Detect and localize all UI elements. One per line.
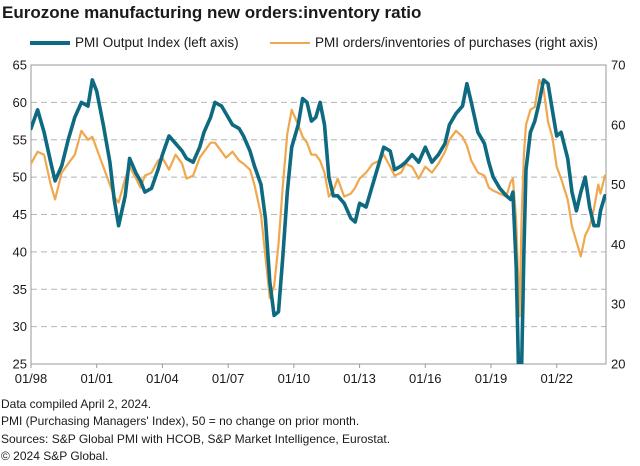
left-axis-tick-45: 45	[13, 207, 27, 222]
left-axis-tick-25: 25	[13, 357, 27, 372]
x-axis-tick-01-19: 01/19	[475, 371, 508, 386]
x-axis-tick-01-22: 01/22	[540, 371, 573, 386]
legend-swatch-orders-inventories	[270, 41, 310, 44]
x-axis-tick-01-98: 01/98	[15, 371, 48, 386]
left-axis-tick-30: 30	[13, 319, 27, 334]
footnotes: Data compiled April 2, 2024. PMI (Purcha…	[1, 396, 390, 465]
legend-item-orders-inventories: PMI orders/inventories of purchases (rig…	[270, 35, 598, 50]
x-axis-tick-01-01: 01/01	[80, 371, 113, 386]
x-axis-tick-01-16: 01/16	[409, 371, 442, 386]
footnote-date: Data compiled April 2, 2024.	[1, 397, 152, 411]
chart-title: Eurozone manufacturing new orders:invent…	[2, 3, 422, 22]
right-axis-tick-70: 70	[611, 58, 625, 73]
x-axis-tick-01-10: 01/10	[278, 371, 311, 386]
left-axis-tick-40: 40	[13, 244, 27, 259]
left-axis-tick-50: 50	[13, 170, 27, 185]
footnote-pmi-definition: PMI (Purchasing Managers' Index), 50 = n…	[1, 414, 360, 429]
left-axis-tick-55: 55	[13, 132, 27, 147]
right-axis-tick-40: 40	[611, 237, 625, 252]
legend: PMI Output Index (left axis) PMI orders/…	[0, 35, 640, 53]
right-axis-tick-30: 30	[611, 297, 625, 312]
legend-label-orders-inventories: PMI orders/inventories of purchases (rig…	[315, 35, 598, 50]
legend-item-output-index: PMI Output Index (left axis)	[30, 35, 239, 50]
x-axis-tick-01-07: 01/07	[212, 371, 245, 386]
right-axis-tick-20: 20	[611, 357, 625, 372]
left-axis-tick-60: 60	[13, 95, 27, 110]
x-axis-tick-01-13: 01/13	[343, 371, 376, 386]
legend-swatch-output-index	[30, 40, 70, 45]
right-axis-tick-60: 60	[611, 117, 625, 132]
x-axis-tick-01-04: 01/04	[146, 371, 179, 386]
left-axis-tick-65: 65	[13, 58, 27, 73]
footnote-copyright: © 2024 S&P Global.	[1, 448, 109, 463]
left-axis-tick-35: 35	[13, 282, 27, 297]
series-line-output-index	[31, 78, 606, 364]
legend-label-output-index: PMI Output Index (left axis)	[75, 35, 239, 50]
plot-frame	[30, 64, 607, 365]
footnote-sources: Sources: S&P Global PMI with HCOB, S&P M…	[1, 431, 391, 446]
right-axis-tick-50: 50	[611, 177, 625, 192]
